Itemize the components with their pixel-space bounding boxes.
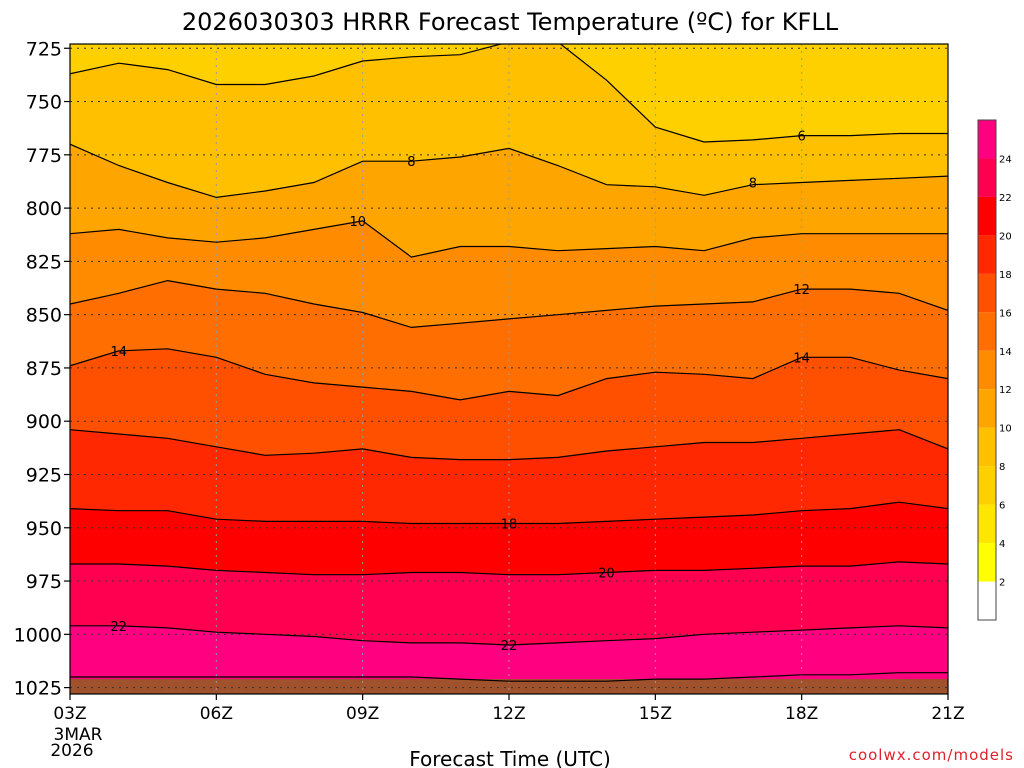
colorbar-swatch [978, 543, 996, 582]
contour-label: 6 [798, 130, 806, 145]
y-tick-label: 800 [26, 198, 62, 220]
colorbar-swatch [978, 350, 996, 390]
x-tick-label: 12Z [492, 704, 525, 724]
colorbar-label: 8 [999, 462, 1005, 473]
date-label-day: 3MAR [54, 725, 103, 745]
isotherm-lines [70, 44, 948, 682]
colorbar-frame [977, 119, 997, 621]
contour-label: 14 [111, 345, 128, 360]
isotherm-8 [70, 143, 948, 199]
isotherm-20 [70, 561, 948, 576]
ground-layer [70, 679, 948, 694]
contour-labels: 6 8 8 10 12 14 14 18 20 22 22 [111, 130, 810, 654]
colorbar-label: 20 [999, 231, 1012, 242]
contour-label: 8 [407, 155, 415, 170]
y-tick-label: 950 [26, 518, 62, 540]
contour-label: 10 [350, 215, 367, 230]
x-tick-label: 03Z [53, 704, 86, 724]
contour-label: 8 [749, 177, 757, 192]
colorbar-swatch [978, 158, 996, 197]
isotherm-22 [70, 625, 948, 646]
colorbar-label: 16 [999, 308, 1012, 319]
isotherm-24 [70, 672, 948, 682]
colorbar-label: 18 [999, 270, 1012, 281]
isotherm-10 [70, 220, 948, 258]
isotherm-12 [70, 279, 948, 329]
colorbar-label: 12 [999, 385, 1012, 396]
y-tick-label: 725 [26, 38, 62, 60]
isotherm-6 [70, 44, 948, 143]
time-axis: 03Z 06Z 09Z 12Z 15Z 18Z 21Z [53, 694, 965, 724]
y-tick-label: 925 [26, 464, 62, 486]
isotherm-14 [70, 348, 948, 401]
colorbar-swatch [978, 389, 996, 428]
x-tick-label: 09Z [346, 704, 379, 724]
credit-link[interactable]: coolwx.com/models [849, 746, 1014, 764]
x-tick-label: 15Z [639, 704, 672, 724]
y-tick-label: 1000 [14, 624, 62, 646]
colorbar-swatch [978, 427, 996, 467]
colorbar-swatch [978, 312, 996, 351]
y-tick-label: 1025 [14, 678, 62, 700]
y-tick-label: 875 [26, 358, 62, 380]
y-tick-label: 825 [26, 251, 62, 273]
x-axis-label: Forecast Time (UTC) [409, 747, 611, 768]
y-tick-label: 750 [26, 92, 62, 114]
colorbar-label: 10 [999, 424, 1012, 435]
contour-label: 22 [501, 639, 518, 654]
pressure-axis: 725 750 775 800 825 850 875 900 925 950 975 1000 102… [14, 38, 70, 700]
colorbar-swatch [978, 120, 996, 159]
colorbar-label: 6 [999, 501, 1005, 512]
colorbar-label: 24 [999, 154, 1012, 165]
ground-surface [70, 679, 948, 694]
y-tick-label: 975 [26, 571, 62, 593]
y-tick-label: 775 [26, 145, 62, 167]
colorbar-swatch [978, 466, 996, 505]
colorbar-label: 2 [999, 578, 1005, 589]
contour-label: 22 [111, 620, 128, 635]
contour-label: 18 [501, 518, 518, 533]
contour-label: 12 [793, 283, 810, 298]
contour-label: 14 [793, 351, 810, 366]
colorbar-label: 14 [999, 347, 1012, 358]
date-label-year: 2026 [50, 741, 93, 761]
colorbar-swatch [978, 196, 996, 236]
contour-label: 20 [598, 567, 615, 582]
x-tick-label: 06Z [200, 704, 233, 724]
x-tick-label: 21Z [931, 704, 964, 724]
colorbar-swatch [978, 581, 996, 620]
colorbar-label: 22 [999, 193, 1012, 204]
colorbar-swatch [978, 273, 996, 313]
colorbar-swatch [978, 504, 996, 544]
x-tick-label: 18Z [785, 704, 818, 724]
y-tick-label: 850 [26, 305, 62, 327]
colorbar-swatch [978, 235, 996, 274]
temperature-fill-layer [70, 44, 948, 694]
isotherm-18 [70, 501, 948, 525]
colorbar-label: 4 [999, 539, 1005, 550]
chart-title: 2026030303 HRRR Forecast Temperature (ºC… [182, 8, 839, 36]
isotherm-16 [70, 429, 948, 461]
y-tick-label: 900 [26, 411, 62, 433]
